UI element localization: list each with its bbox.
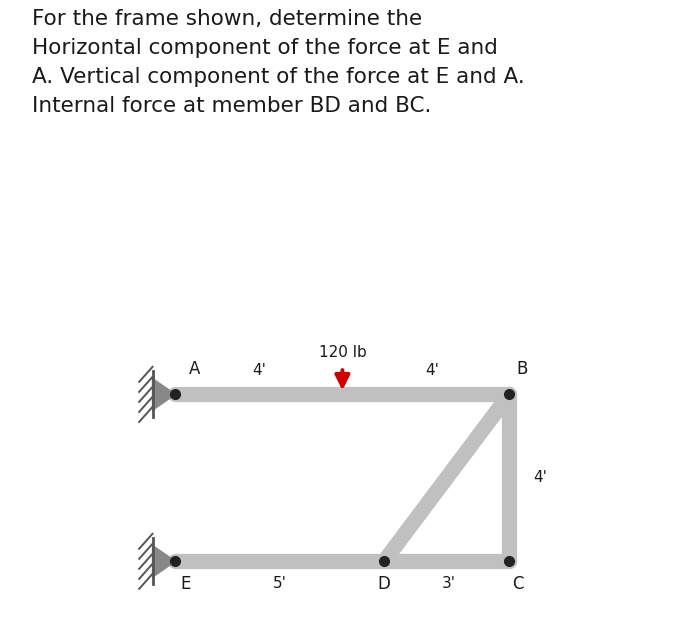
Polygon shape: [153, 379, 176, 410]
Text: C: C: [512, 575, 524, 593]
Text: 120 lb: 120 lb: [318, 345, 366, 360]
Polygon shape: [153, 545, 176, 577]
Text: A: A: [188, 361, 200, 378]
Text: 5': 5': [273, 575, 287, 590]
Text: D: D: [378, 575, 391, 593]
Text: 4': 4': [533, 470, 547, 485]
Text: B: B: [516, 361, 528, 378]
Text: E: E: [181, 575, 191, 593]
Text: 4': 4': [425, 362, 439, 377]
Text: 4': 4': [252, 362, 266, 377]
Text: For the frame shown, determine the
Horizontal component of the force at E and
A.: For the frame shown, determine the Horiz…: [32, 9, 524, 116]
Text: 3': 3': [442, 575, 456, 590]
